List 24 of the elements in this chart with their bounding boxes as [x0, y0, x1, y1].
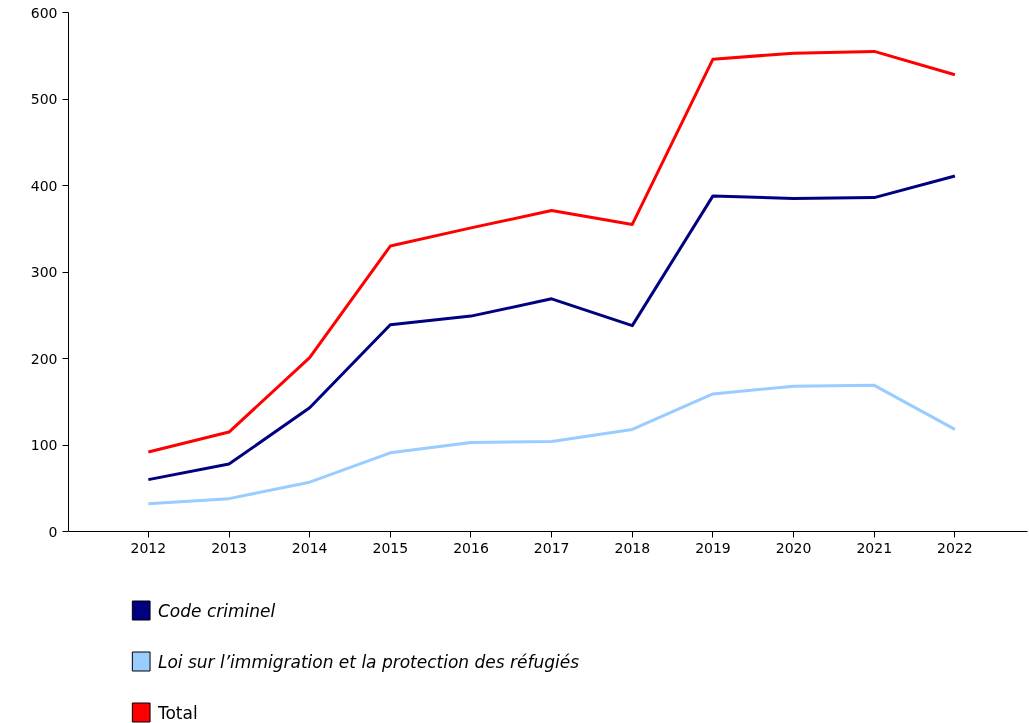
y-tick-label: 600	[30, 4, 58, 21]
x-tick-label: 2014	[291, 539, 328, 556]
line-series	[146, 174, 957, 482]
x-tick-label: 2016	[453, 539, 489, 556]
x-tick-label: 2013	[211, 539, 247, 556]
line-series	[146, 49, 957, 454]
x-tick-label: 2019	[695, 539, 731, 556]
x-tick-label: 2018	[614, 539, 651, 556]
y-tick-label: 0	[48, 523, 58, 540]
y-tick-label: 500	[30, 91, 58, 107]
x-tick-label: 2017	[533, 539, 570, 556]
x-tick-label: 2020	[775, 539, 812, 556]
y-tick-label: 300	[30, 264, 58, 280]
y-tick-label: 100	[30, 437, 58, 453]
x-tick-label: 2021	[856, 539, 893, 556]
x-tick-label: 2015	[372, 539, 409, 556]
y-tick-label: 200	[30, 350, 58, 367]
legend-label: Code criminel	[157, 600, 276, 621]
legend-label: Loi sur l’immigration et la protection des réfugiés	[157, 651, 580, 672]
y-tick-label: 400	[30, 177, 58, 194]
x-tick-label: 2012	[130, 539, 167, 556]
x-tick-label: 2022	[937, 539, 973, 556]
legend-label: Total	[156, 702, 198, 723]
line-series	[146, 383, 957, 506]
